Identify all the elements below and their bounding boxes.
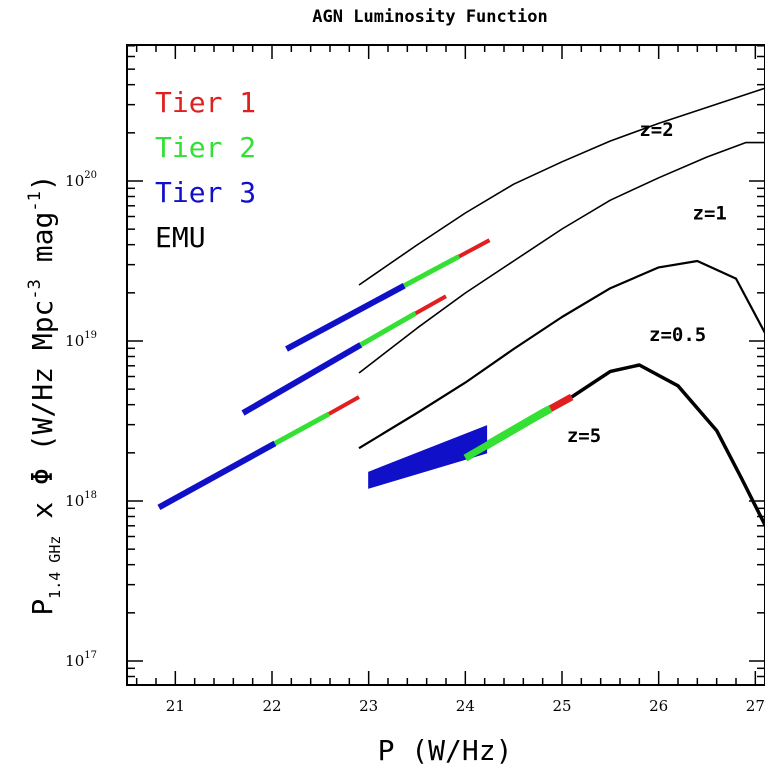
curve-label: z=1 [693, 202, 727, 224]
y-tick-label-exponent: 18 [84, 490, 97, 501]
y-tick-label-exponent: 19 [84, 330, 97, 341]
y-tick-label: 1020 [65, 170, 97, 190]
y-tick-label: 1019 [65, 330, 97, 350]
curve-label: z=0.5 [649, 324, 706, 346]
emu-curve-z=2 [358, 87, 765, 286]
y-axis-title-main: P [26, 599, 59, 616]
y-tick-label-exponent: 17 [84, 650, 97, 661]
y-tick-label: 1018 [65, 490, 97, 510]
x-tick-label: 24 [456, 697, 475, 715]
emu-curve-z=0.5 [358, 259, 765, 450]
legend-entry: Tier 2 [155, 131, 256, 164]
y-tick-label-base: 10 [65, 492, 84, 510]
y-axis-title-mid: mag [26, 212, 59, 279]
tier-segment-tier2-z=0.5 [273, 411, 331, 446]
tier-segment-tier3-z=2 [285, 283, 406, 352]
tier2-overlay-z=5 [463, 409, 545, 461]
y-axis-title-rest: x Φ (W/Hz Mpc [26, 300, 59, 536]
legend: Tier 1 Tier 2 Tier 3 EMU [155, 86, 256, 254]
y-axis-title-sub: 1.4 GHz [46, 536, 64, 599]
y-tick-label-base: 10 [65, 652, 84, 670]
y-axis-title-exp1: -3 [25, 279, 45, 299]
curve-label: z=5 [567, 425, 601, 447]
tier-segment-tier3-z=0.5 [157, 440, 277, 511]
chart-title: AGN Luminosity Function [312, 7, 547, 27]
y-axis-title: P1.4 GHz x Φ (W/Hz Mpc-3 mag-1) [25, 174, 64, 615]
tier-segment-tier1-z=0.5 [328, 395, 360, 416]
tier-segment-tier1-z=2 [458, 238, 491, 259]
x-axis-ticks: 21 22 23 24 25 26 27 [135, 45, 765, 715]
legend-entry: EMU [155, 221, 206, 254]
curve-label: z=2 [639, 119, 673, 141]
tier3-wedge-z=5 [368, 425, 488, 489]
x-tick-label: 26 [649, 697, 668, 715]
curves [157, 87, 765, 526]
legend-entry: Tier 1 [155, 86, 256, 119]
emu-curve-z=1 [358, 141, 765, 374]
tier-segment-tier2-z=2 [403, 254, 461, 288]
tier-segment-tier3-z=1 [241, 342, 363, 416]
y-axis-title-close: ) [26, 174, 59, 191]
emu-curve-z=5 [570, 363, 765, 526]
y-tick-label: 1017 [65, 650, 97, 670]
tier-segment-tier2-z=1 [359, 311, 417, 347]
y-axis-title-exp2: -1 [25, 191, 45, 211]
x-tick-label: 27 [746, 697, 765, 715]
y-tick-label-base: 10 [65, 332, 84, 350]
curve-labels: z=2 z=1 z=0.5 z=5 [567, 119, 727, 447]
x-axis-title: P (W/Hz) [378, 734, 513, 767]
tier-segment-tier1-z=1 [414, 294, 447, 316]
y-tick-label-base: 10 [65, 172, 84, 190]
x-tick-label: 23 [359, 697, 378, 715]
x-tick-label: 21 [166, 697, 185, 715]
tier-segment-tier1-z=5 [548, 393, 574, 412]
x-tick-label: 25 [552, 697, 571, 715]
y-tick-label-exponent: 20 [84, 170, 97, 181]
legend-entry: Tier 3 [155, 176, 256, 209]
x-tick-label: 22 [262, 697, 281, 715]
